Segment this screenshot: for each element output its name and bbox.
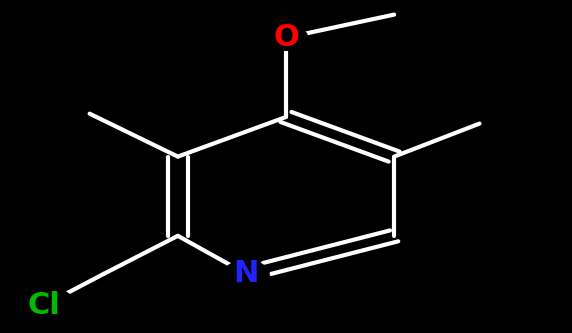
Text: N: N bbox=[233, 259, 259, 288]
Circle shape bbox=[13, 287, 76, 323]
Text: Cl: Cl bbox=[27, 291, 61, 320]
Circle shape bbox=[264, 25, 308, 50]
Circle shape bbox=[224, 261, 269, 287]
Text: O: O bbox=[273, 23, 299, 52]
